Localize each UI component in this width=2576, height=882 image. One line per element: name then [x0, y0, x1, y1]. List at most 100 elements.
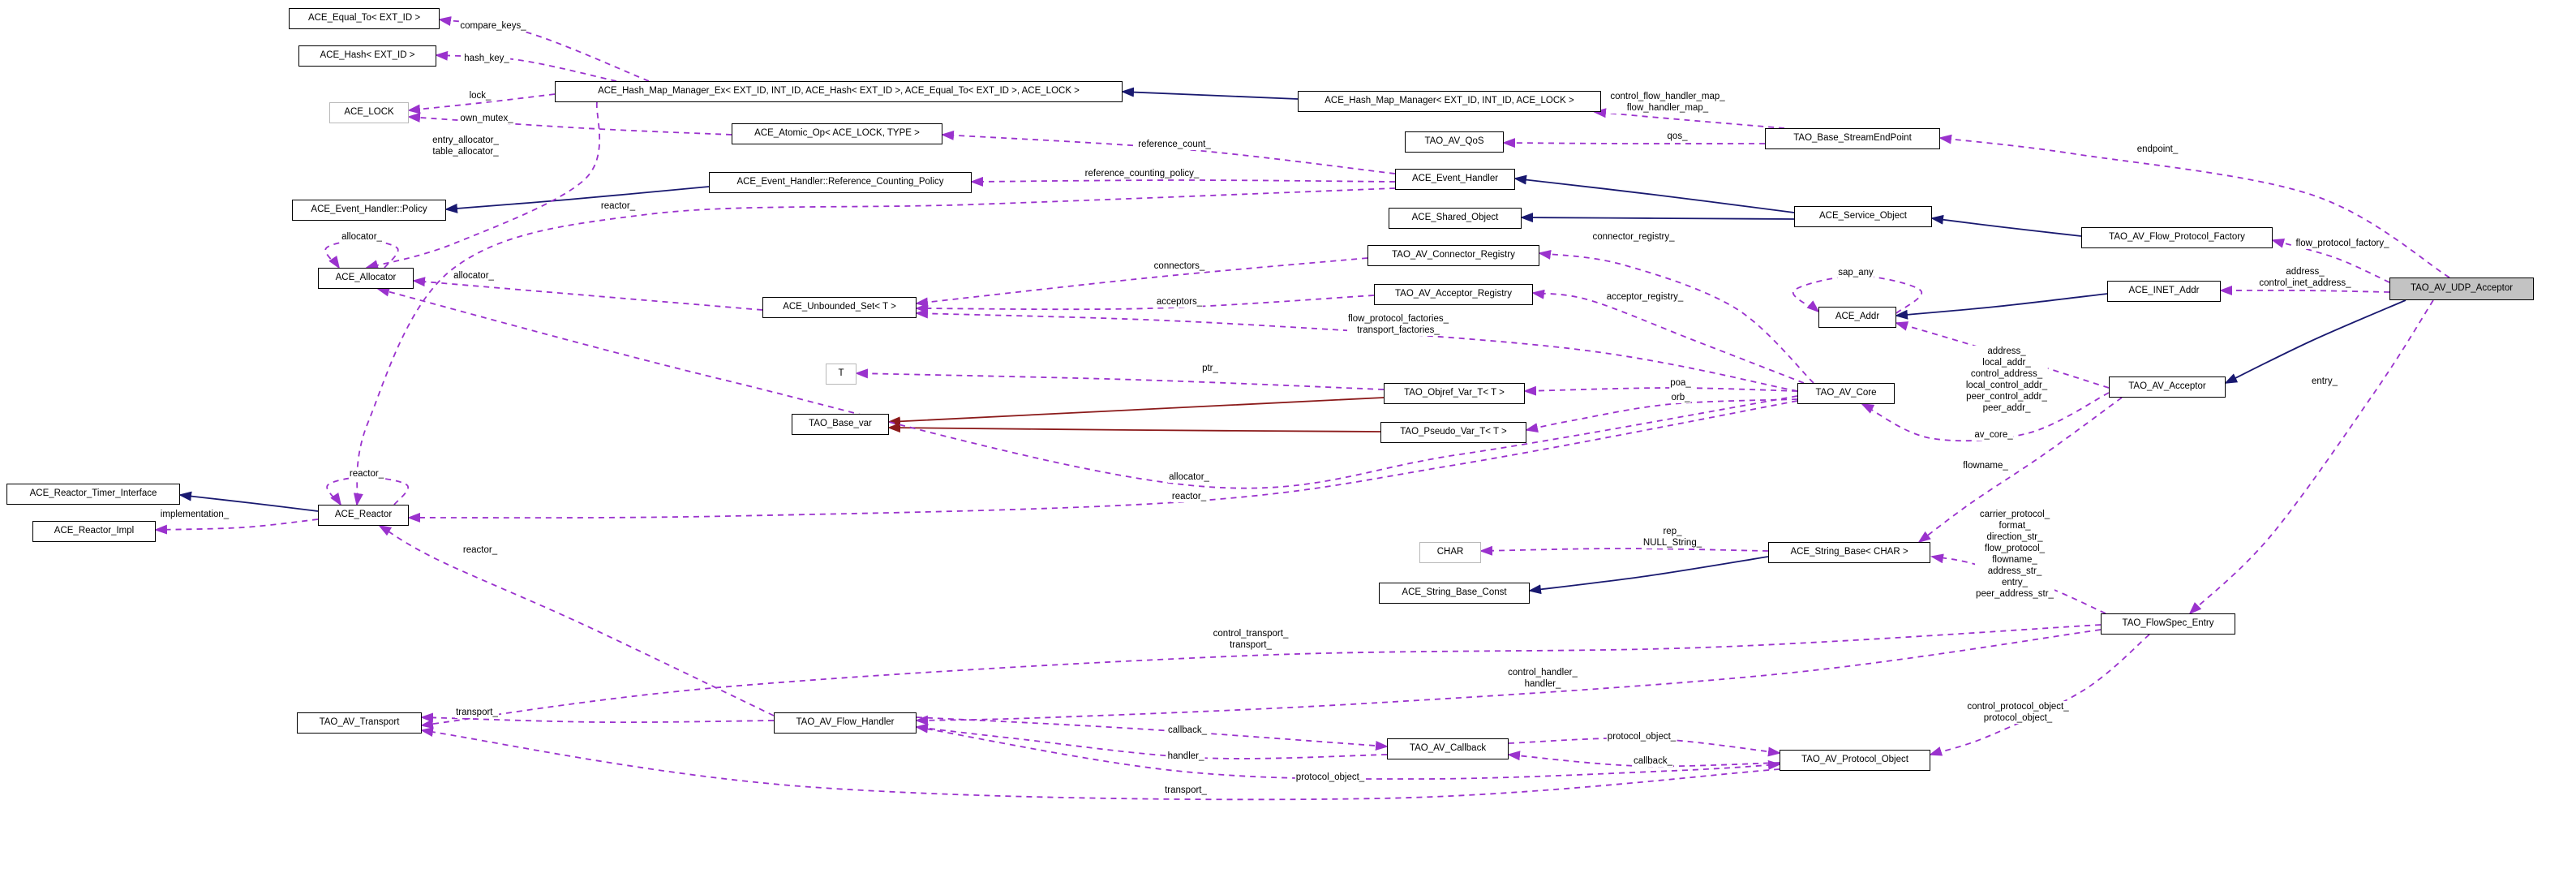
edge-label-line: table_allocator_: [432, 147, 499, 157]
edge-label-d46: poa_: [1669, 376, 1692, 389]
edge-core-to-connreg: [1538, 249, 1814, 384]
class-node-hash[interactable]: ACE_Hash< EXT_ID >: [298, 45, 436, 67]
class-node-acceptreg[interactable]: TAO_AV_Acceptor_Registry: [1374, 284, 1533, 305]
class-node-qos[interactable]: TAO_AV_QoS: [1405, 131, 1504, 153]
class-node-uset[interactable]: ACE_Unbounded_Set< T >: [762, 297, 917, 318]
class-node-strconst[interactable]: ACE_String_Base_Const: [1379, 583, 1530, 604]
class-node-addr[interactable]: ACE_Addr: [1818, 307, 1896, 328]
edge-label-line: allocator_: [1169, 471, 1209, 482]
edge-label-line: rep_: [1663, 526, 1682, 536]
edge-label-line: flow_handler_map_: [1626, 103, 1709, 113]
edge-label-d44: allocator_: [341, 230, 383, 243]
edge-label-line: connector_registry_: [1592, 231, 1675, 242]
edge-core-to-objref: [1523, 385, 1798, 396]
edge-label-line: allocator_: [453, 270, 494, 281]
edge-strbase-to-strconst: [1528, 556, 1769, 595]
edge-label-d9: reference_counting_policy_: [1084, 167, 1200, 180]
class-node-basevar[interactable]: TAO_Base_var: [792, 414, 889, 435]
edge-label-line: transport_: [456, 707, 498, 717]
edge-label-d26: flowname_: [1962, 459, 2009, 472]
class-node-proto[interactable]: TAO_AV_Protocol_Object: [1780, 750, 1930, 771]
class-node-flowhandler[interactable]: TAO_AV_Flow_Handler: [774, 712, 917, 734]
edge-label-d20: acceptors_: [1155, 295, 1204, 308]
edge-label-line: compare_keys_: [460, 20, 526, 31]
class-node-avacceptor[interactable]: TAO_AV_Acceptor: [2109, 376, 2226, 398]
edge-label-line: direction_str_: [1986, 531, 2043, 542]
edge-label-line: transport_: [1230, 640, 1272, 650]
edge-hmme-to-hash: [435, 50, 617, 82]
edge-label-line: format_: [1999, 520, 2031, 531]
edge-label-line: lock_: [469, 90, 492, 101]
edge-label-line: flow_protocol_factory_: [2295, 238, 2389, 248]
edge-udp-to-avacceptor: [2224, 299, 2406, 384]
class-node-hmm[interactable]: ACE_Hash_Map_Manager< EXT_ID, INT_ID, AC…: [1298, 91, 1601, 112]
edge-label-d7: qos_: [1666, 130, 1689, 143]
class-node-flowspec[interactable]: TAO_FlowSpec_Entry: [2101, 613, 2235, 635]
class-node-char[interactable]: CHAR: [1419, 542, 1481, 563]
edge-label-line: flowname_: [1992, 555, 2037, 565]
class-node-svc[interactable]: ACE_Service_Object: [1794, 206, 1932, 227]
edge-reactor-to-reactor: [326, 476, 410, 506]
edge-uset-to-alloc: [412, 277, 763, 311]
edge-label-line: entry_allocator_: [432, 135, 499, 145]
edge-label-d12: allocator_: [1168, 471, 1210, 484]
edge-reactor-to-rimpl: [154, 518, 319, 535]
class-node-equal_to[interactable]: ACE_Equal_To< EXT_ID >: [289, 8, 440, 29]
class-node-t[interactable]: T: [826, 364, 857, 385]
edge-label-d39: callback_: [1633, 755, 1673, 768]
class-node-shared[interactable]: ACE_Shared_Object: [1389, 208, 1522, 229]
edge-label-d6: control_flow_handler_map_ flow_handler_ma…: [1609, 90, 1726, 114]
edge-pseudo-to-basevar: [887, 423, 1381, 433]
class-node-strbase[interactable]: ACE_String_Base< CHAR >: [1768, 542, 1930, 563]
edge-label-line: NULL_String_: [1642, 538, 1702, 548]
class-node-eh[interactable]: ACE_Event_Handler: [1395, 169, 1515, 190]
class-node-objref[interactable]: TAO_Objref_Var_T< T >: [1384, 383, 1525, 404]
class-node-fpf[interactable]: TAO_AV_Flow_Protocol_Factory: [2081, 227, 2273, 248]
class-node-hmme[interactable]: ACE_Hash_Map_Manager_Ex< EXT_ID, INT_ID,…: [555, 81, 1123, 102]
edge-label-line: flow_protocol_: [1984, 543, 2046, 553]
class-node-rcpolicy[interactable]: ACE_Event_Handler::Reference_Counting_Po…: [709, 172, 972, 193]
edge-label-line: acceptors_: [1156, 296, 1203, 307]
class-node-reactor[interactable]: ACE_Reactor: [318, 505, 409, 526]
edge-reactor-to-rti: [178, 491, 319, 512]
class-node-sep[interactable]: TAO_Base_StreamEndPoint: [1765, 128, 1940, 149]
edge-label-d24: address_ local_addr_ control_address_ local…: [1964, 345, 2049, 415]
edge-acceptreg-to-uset: [915, 295, 1375, 314]
class-node-callback[interactable]: TAO_AV_Callback: [1387, 738, 1509, 759]
edge-label-d40: protocol_object_: [1294, 771, 1366, 784]
class-node-ehpolicy[interactable]: ACE_Event_Handler::Policy: [292, 200, 446, 221]
class-node-alloc[interactable]: ACE_Allocator: [318, 268, 414, 289]
class-node-connreg[interactable]: TAO_AV_Connector_Registry: [1367, 245, 1539, 266]
edge-label-d38: protocol_object_: [1606, 730, 1677, 743]
class-node-transport[interactable]: TAO_AV_Transport: [297, 712, 422, 734]
class-node-core[interactable]: TAO_AV_Core: [1797, 383, 1895, 404]
edge-label-line: own_mutex_: [460, 113, 513, 123]
class-node-lock[interactable]: ACE_LOCK: [329, 102, 409, 123]
edge-label-d10: reference_count_: [1137, 138, 1212, 151]
edge-label-line: qos_: [1667, 131, 1688, 141]
edge-label-line: endpoint_: [2136, 144, 2179, 154]
edge-label-line: protocol_object_: [1295, 772, 1365, 782]
class-node-pseudo[interactable]: TAO_Pseudo_Var_T< T >: [1380, 422, 1526, 443]
edge-label-line: orb_: [1671, 392, 1690, 402]
class-node-rimpl[interactable]: ACE_Reactor_Impl: [32, 521, 156, 542]
class-node-atomic[interactable]: ACE_Atomic_Op< ACE_LOCK, TYPE >: [732, 123, 942, 144]
edge-core-to-uset: [915, 308, 1798, 392]
edge-svc-to-shared: [1520, 213, 1795, 223]
edge-label-d34: control_handler_ handler_: [1507, 666, 1578, 691]
edge-hmme-to-alloc: [365, 101, 601, 270]
edge-label-line: allocator_: [341, 231, 382, 242]
class-node-inet[interactable]: ACE_INET_Addr: [2107, 281, 2221, 302]
edge-label-d11: reactor_: [599, 200, 637, 213]
edge-udp-to-fpf: [2271, 239, 2390, 283]
edge-label-d21: flow_protocol_factories_ transport_factor…: [1346, 312, 1450, 337]
edge-label-d23: sap_any: [1837, 266, 1874, 279]
edge-sep-to-qos: [1502, 138, 1766, 148]
edge-label-line: address_: [2286, 266, 2325, 277]
edge-addr-to-addr: [1792, 275, 1923, 314]
edge-label-d35: transport_: [455, 706, 499, 719]
edge-rcpolicy-to-ehpolicy: [444, 186, 710, 213]
class-node-rti[interactable]: ACE_Reactor_Timer_Interface: [6, 484, 180, 505]
edge-label-d41: transport_: [1164, 784, 1208, 797]
